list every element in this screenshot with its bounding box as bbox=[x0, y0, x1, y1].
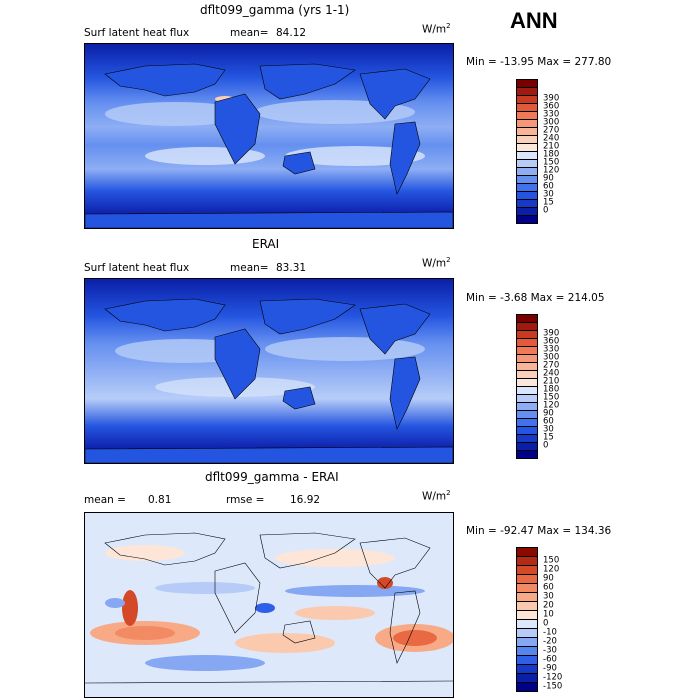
mean-value: 0.81 bbox=[148, 494, 172, 506]
colorbar-tick-label: -60 bbox=[543, 654, 557, 664]
panel-title: dflt099_gamma - ERAI bbox=[205, 470, 339, 484]
season-label: ANN bbox=[510, 8, 558, 33]
world-map-reference bbox=[84, 278, 454, 464]
colorbar-tick-label: 0 bbox=[543, 440, 549, 451]
variable-label: Surf latent heat flux bbox=[84, 27, 190, 39]
colorbar-tick-label: 60 bbox=[543, 181, 554, 192]
panel-title: dflt099_gamma (yrs 1-1) bbox=[200, 3, 350, 17]
colorbar-swatch bbox=[516, 450, 538, 459]
colorbar-tick-label: 90 bbox=[543, 173, 554, 184]
colorbar-tick-label: -120 bbox=[543, 672, 563, 682]
colorbar-tick-label: 300 bbox=[543, 117, 560, 128]
colorbar-difference: 150 120 90 60 30 20 10 0 -10 -20 -30 -60 -90 -120 -150 bbox=[516, 547, 562, 692]
mean-label: mean = bbox=[84, 494, 126, 506]
colorbar-tick-label: 240 bbox=[543, 368, 560, 379]
colorbar-tick-label: 15 bbox=[543, 432, 554, 443]
colorbar-tick-label: -20 bbox=[543, 636, 557, 646]
colorbar-tick-label: 30 bbox=[543, 424, 554, 435]
colorbar-tick-label: 180 bbox=[543, 384, 560, 395]
colorbar-tick-label: 0 bbox=[543, 205, 549, 216]
colorbar-tick-label: 330 bbox=[543, 344, 560, 355]
colorbar-tick-label: 60 bbox=[543, 582, 554, 592]
colorbar-tick-label: 270 bbox=[543, 360, 560, 371]
units-label: W/m2 bbox=[422, 256, 451, 270]
rmse-label: rmse = bbox=[226, 494, 265, 506]
mean-label: mean= bbox=[230, 262, 269, 274]
colorbar-tick-label: -150 bbox=[543, 681, 563, 691]
rmse-value: 16.92 bbox=[290, 494, 321, 506]
panel-title: ERAI bbox=[252, 237, 280, 251]
colorbar-tick-label: 120 bbox=[543, 400, 560, 411]
colorbar-tick-label: 150 bbox=[543, 555, 560, 565]
colorbar-tick-label: 120 bbox=[543, 564, 560, 574]
colorbar-tick-label: 210 bbox=[543, 141, 560, 152]
colorbar-tick-label: 390 bbox=[543, 93, 560, 104]
colorbar-tick-label: 30 bbox=[543, 591, 554, 601]
colorbar-tick-label: 180 bbox=[543, 149, 560, 160]
colorbar-tick-label: 270 bbox=[543, 125, 560, 136]
colorbar-tick-label: -90 bbox=[543, 663, 557, 673]
colorbar-tick-label: 0 bbox=[543, 618, 549, 628]
colorbar-tick-label: 150 bbox=[543, 392, 560, 403]
colorbar-tick-label: 390 bbox=[543, 328, 560, 339]
colorbar-tick-label: 360 bbox=[543, 336, 560, 347]
units-label: W/m2 bbox=[422, 489, 451, 503]
colorbar-swatch bbox=[516, 215, 538, 224]
colorbar-model: 390 360 330 300 270 240 210 180 150 120 90 60 30 15 0 bbox=[516, 79, 559, 224]
units-label: W/m2 bbox=[422, 22, 451, 36]
variable-label: Surf latent heat flux bbox=[84, 262, 190, 274]
colorbar-tick-label: -30 bbox=[543, 645, 557, 655]
min-max-label: Min = -92.47 Max = 134.36 bbox=[466, 525, 612, 537]
world-map-difference bbox=[84, 512, 454, 698]
colorbar-tick-label: 90 bbox=[543, 573, 554, 583]
colorbar-tick-label: 20 bbox=[543, 600, 554, 610]
colorbar-tick-label: 240 bbox=[543, 133, 560, 144]
colorbar-reference: 390 360 330 300 270 240 210 180 150 120 90 60 30 15 0 bbox=[516, 314, 559, 459]
mean-label: mean= bbox=[230, 27, 269, 39]
colorbar-tick-label: 15 bbox=[543, 197, 554, 208]
colorbar-tick-label: 10 bbox=[543, 609, 554, 619]
mean-value: 84.12 bbox=[276, 27, 307, 39]
world-map-model bbox=[84, 43, 454, 229]
colorbar-tick-label: 360 bbox=[543, 101, 560, 112]
colorbar-tick-label: 150 bbox=[543, 157, 560, 168]
colorbar-tick-label: 30 bbox=[543, 189, 554, 200]
colorbar-tick-label: 90 bbox=[543, 408, 554, 419]
colorbar-swatch bbox=[516, 682, 538, 692]
min-max-label: Min = -3.68 Max = 214.05 bbox=[466, 292, 605, 304]
colorbar-tick-label: 300 bbox=[543, 352, 560, 363]
colorbar-tick-label: 60 bbox=[543, 416, 554, 427]
colorbar-tick-label: -10 bbox=[543, 627, 557, 637]
colorbar-tick-label: 210 bbox=[543, 376, 560, 387]
colorbar-tick-label: 330 bbox=[543, 109, 560, 120]
min-max-label: Min = -13.95 Max = 277.80 bbox=[466, 56, 612, 68]
colorbar-tick-label: 120 bbox=[543, 165, 560, 176]
mean-value: 83.31 bbox=[276, 262, 307, 274]
